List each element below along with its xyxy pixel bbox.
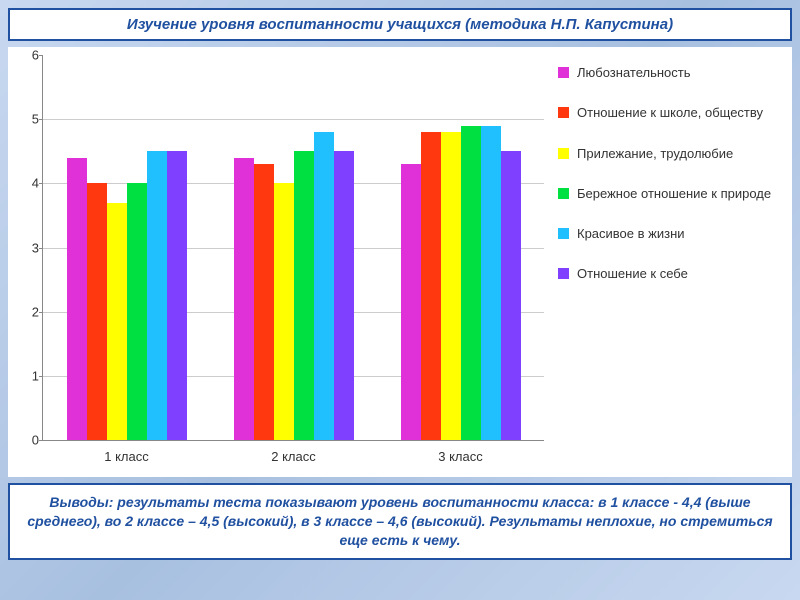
legend-item: Отношение к школе, обществу — [558, 105, 778, 121]
bar-group: 3 класс — [401, 55, 521, 440]
bar — [167, 151, 187, 440]
bar-group: 2 класс — [234, 55, 354, 440]
bar-groups: 1 класс 2 класс 3 класс — [43, 55, 544, 440]
bar — [87, 183, 107, 440]
bar — [421, 132, 441, 440]
bar — [147, 151, 167, 440]
bar — [441, 132, 461, 440]
bar — [127, 183, 147, 440]
bar — [334, 151, 354, 440]
bar — [461, 126, 481, 440]
bar-group: 1 класс — [67, 55, 187, 440]
y-tick-label: 6 — [19, 48, 39, 63]
legend-label: Красивое в жизни — [577, 226, 685, 242]
chart-area: 01234561 класс2 класс3 класс — [12, 55, 544, 469]
legend-item: Любознательность — [558, 65, 778, 81]
bar — [501, 151, 521, 440]
bar — [294, 151, 314, 440]
y-tick-label: 2 — [19, 304, 39, 319]
legend-label: Любознательность — [577, 65, 691, 81]
bar — [107, 203, 127, 440]
legend-swatch — [558, 188, 569, 199]
legend-swatch — [558, 268, 569, 279]
legend-swatch — [558, 107, 569, 118]
legend-label: Отношение к школе, обществу — [577, 105, 763, 121]
legend-swatch — [558, 148, 569, 159]
bar — [314, 132, 334, 440]
bar — [401, 164, 421, 440]
bar — [234, 158, 254, 440]
y-tick-label: 0 — [19, 433, 39, 448]
legend-item: Отношение к себе — [558, 266, 778, 282]
y-tick-mark — [39, 440, 43, 441]
page-title: Изучение уровня воспитанности учащихся (… — [8, 8, 792, 41]
legend-label: Отношение к себе — [577, 266, 688, 282]
chart-legend: Любознательность Отношение к школе, общес… — [544, 55, 784, 469]
chart-plot: 01234561 класс2 класс3 класс — [42, 55, 544, 441]
legend-item: Прилежание, трудолюбие — [558, 146, 778, 162]
legend-item: Бережное отношение к природе — [558, 186, 778, 202]
x-category-label: 1 класс — [104, 449, 149, 464]
bar — [274, 183, 294, 440]
legend-swatch — [558, 228, 569, 239]
x-category-label: 2 класс — [271, 449, 316, 464]
legend-label: Бережное отношение к природе — [577, 186, 771, 202]
chart-panel: 0 1 2 3 4 5 6 1 класс 2 класс 3 класс Любознатель… — [8, 47, 792, 477]
x-category-label: 3 класс — [438, 449, 483, 464]
y-tick-label: 4 — [19, 176, 39, 191]
y-tick-label: 3 — [19, 240, 39, 255]
conclusion-text: Выводы: результаты теста показывают уров… — [8, 483, 792, 560]
legend-swatch — [558, 67, 569, 78]
bar — [67, 158, 87, 440]
bar — [254, 164, 274, 440]
legend-item: Красивое в жизни — [558, 226, 778, 242]
legend-label: Прилежание, трудолюбие — [577, 146, 733, 162]
y-tick-label: 1 — [19, 368, 39, 383]
y-tick-label: 5 — [19, 112, 39, 127]
bar — [481, 126, 501, 440]
